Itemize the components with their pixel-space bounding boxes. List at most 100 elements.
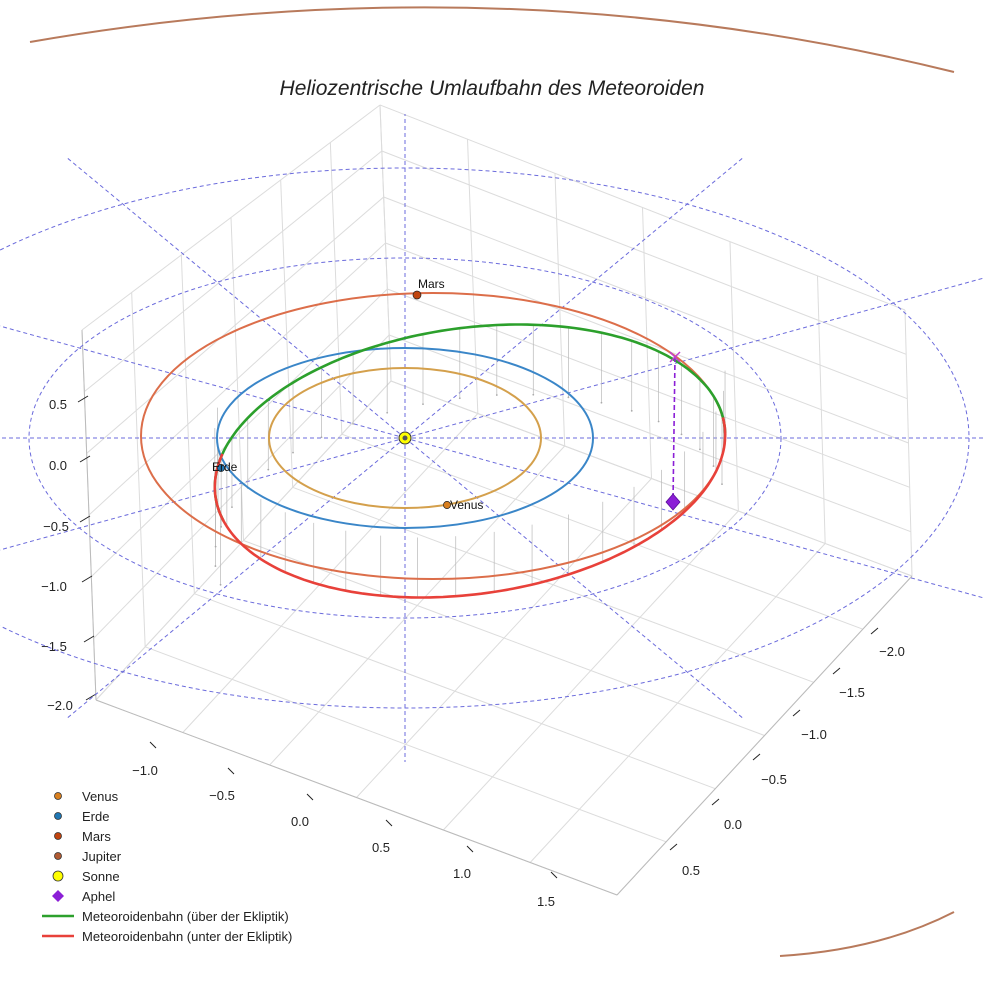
z-tick-label: −1.0: [41, 579, 67, 594]
axes-grid: [81, 104, 913, 896]
meteoroid-orbit: [213, 323, 727, 599]
ecliptic-spoke: [404, 437, 744, 719]
ecliptic-spoke: [0, 325, 406, 439]
z-tick-label: −0.5: [43, 519, 69, 534]
drop-point: [680, 433, 683, 436]
meteoroid-orbit-above: [213, 323, 727, 522]
axis-ticks: −1.0 −0.5 0.0 0.5 1.0 1.5 −2.0 −1.5 −1.0 −0.5 0.0 0…: [41, 395, 905, 909]
floor-grid-line: [529, 543, 826, 863]
drop-point: [532, 393, 535, 396]
y-tick: [832, 667, 841, 675]
drop-point: [292, 451, 294, 454]
legend-item: Meteoroidenbahn (unter der Ekliptik): [38, 926, 292, 946]
y-axis-line: [616, 575, 913, 896]
legend-label: Venus: [82, 788, 119, 804]
legend-label: Sonne: [82, 868, 120, 884]
wall-grid-line: [817, 275, 826, 544]
legend-marker: [38, 866, 78, 886]
aphel-projection-x: [669, 351, 681, 363]
y-tick: [669, 843, 678, 851]
legend-label: Jupiter: [82, 848, 122, 864]
body-markers: [217, 290, 681, 511]
z-tick: [85, 693, 97, 701]
x-tick: [466, 845, 474, 853]
drop-point: [231, 506, 233, 509]
erde-marker: [217, 464, 225, 472]
wall-grid-line: [904, 309, 913, 577]
floor-grid-line: [341, 433, 864, 630]
wall-grid-line: [88, 242, 386, 516]
x-tick-label: 0.5: [372, 840, 390, 855]
ecliptic-spoke: [404, 157, 744, 439]
x-tick: [385, 819, 393, 827]
ecliptic-spoke: [66, 437, 406, 719]
erde-orbit: [216, 347, 594, 529]
wall-grid-line: [383, 196, 908, 400]
venus-marker: [443, 501, 451, 509]
venus-label: Venus: [450, 498, 483, 512]
wall-grid-line: [385, 242, 909, 444]
z-tick: [81, 575, 93, 583]
z-tick-label: −2.0: [47, 698, 73, 713]
erde-label: Erde: [212, 460, 238, 474]
x-tick: [227, 767, 235, 775]
drop-point: [712, 465, 715, 467]
drop-point: [495, 394, 498, 396]
y-tick-label: −1.0: [801, 727, 827, 742]
legend-label: Meteoroidenbahn (unter der Ekliptik): [82, 928, 293, 944]
legend-label: Erde: [82, 808, 110, 824]
z-tick: [79, 455, 91, 463]
mars-marker: [412, 290, 422, 300]
wall-grid-line: [280, 179, 294, 488]
drop-point: [721, 483, 723, 486]
floor-grid-line: [442, 510, 739, 831]
meteoroid-orbit-below: [213, 417, 727, 599]
wall-grid-line: [329, 142, 343, 435]
legend-marker: [38, 826, 78, 846]
drop-point: [699, 448, 701, 451]
legend-item: Erde: [38, 806, 292, 826]
y-tick: [870, 627, 879, 635]
x-tick-label: −1.0: [132, 763, 158, 778]
legend-marker: [38, 806, 78, 826]
z-tick-label: −1.5: [41, 639, 67, 654]
ecliptic-spoke: [0, 437, 406, 551]
legend: Venus Erde Mars Jupiter Sonne Aphel Meteoroide…: [38, 786, 292, 946]
legend-label: Meteoroidenbahn (über der Ekliptik): [82, 908, 289, 924]
z-tick: [79, 515, 91, 523]
aphel-marker: [665, 493, 681, 511]
legend-marker: [38, 786, 78, 806]
y-tick-label: −1.5: [839, 685, 865, 700]
mars-orbit: [140, 292, 726, 580]
legend-item: Aphel: [38, 886, 292, 906]
ecliptic-grid: [0, 114, 984, 762]
y-tick-label: −0.5: [761, 772, 787, 787]
drop-point: [352, 422, 355, 425]
z-tick: [77, 395, 89, 403]
drop-point: [600, 401, 603, 404]
z-axis-line: [81, 329, 97, 701]
z-tick-label: 0.0: [49, 458, 67, 473]
legend-item: Meteoroidenbahn (über der Ekliptik): [38, 906, 292, 926]
wall-grid-line: [381, 150, 907, 355]
x-tick: [550, 871, 558, 879]
x-axis-line: [95, 699, 618, 896]
y-tick-label: 0.0: [724, 817, 742, 832]
y-tick: [752, 753, 761, 761]
aphel-projection-line: [672, 356, 676, 503]
drop-point: [422, 403, 424, 406]
x-tick-label: −0.5: [209, 788, 235, 803]
drop-point: [657, 420, 660, 423]
venus-orbit: [268, 367, 542, 509]
drop-point: [567, 396, 570, 399]
legend-marker: [38, 846, 78, 866]
drop-point: [458, 397, 461, 400]
wall-grid-line: [81, 104, 381, 331]
x-tick-label: 1.0: [453, 866, 471, 881]
drop-point: [320, 436, 323, 439]
x-tick-label: 1.5: [537, 894, 555, 909]
legend-marker: [38, 906, 78, 926]
drop-point: [220, 525, 223, 528]
x-tick: [306, 793, 314, 801]
